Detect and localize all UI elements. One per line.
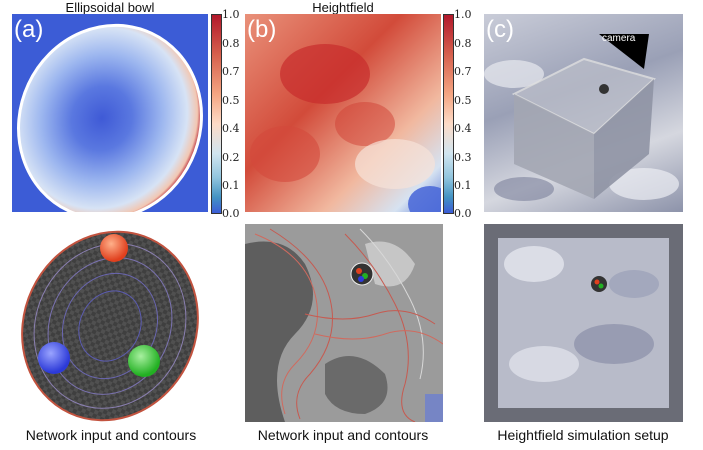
heightfield-network-input [245, 224, 443, 422]
simulation-3d-render: camera (c) [484, 14, 683, 212]
tick-b-6: 0.1 [454, 179, 472, 192]
panel-b-label: (b) [247, 16, 277, 43]
simulation-top-svg [484, 224, 683, 422]
heightfield-contours-svg [245, 224, 443, 422]
tick-b-5: 0.3 [454, 151, 472, 164]
tick-a-5: 0.2 [222, 151, 240, 164]
tick-a-1: 0.8 [222, 37, 240, 50]
green-ball [128, 345, 160, 377]
panel-b-title: Heightfield [312, 0, 374, 15]
tick-a-2: 0.7 [222, 65, 240, 78]
simulation-3d-svg [484, 34, 679, 201]
heightfield-heatmap: (b) [245, 14, 441, 212]
tick-a-4: 0.4 [222, 122, 240, 135]
panel-c-label: (c) [486, 16, 514, 43]
colorbar-a [211, 14, 222, 214]
tick-b-4: 0.4 [454, 122, 472, 135]
red-ball [100, 234, 128, 262]
panel-b-caption: Network input and contours [257, 427, 429, 443]
tick-b-2: 0.7 [454, 65, 472, 78]
bowl-heatmap-svg [17, 23, 203, 212]
tick-b-1: 0.8 [454, 37, 472, 50]
bowl-network-input [12, 228, 208, 424]
ellipsoidal-bowl-heatmap: (a) [12, 14, 208, 212]
colorbar-b [443, 14, 454, 214]
bowl-contours-svg [21, 230, 199, 422]
tick-a-0: 1.0 [222, 8, 240, 21]
tick-a-3: 0.5 [222, 94, 240, 107]
tick-a-7: 0.0 [222, 207, 240, 220]
panel-a-label: (a) [14, 16, 44, 43]
heightfield-heatmap-svg [245, 14, 441, 212]
camera-label: camera [602, 33, 636, 44]
panel-c-caption: Heightfield simulation setup [497, 427, 669, 443]
colorbar-a-ticks: 1.0 0.8 0.7 0.5 0.4 0.2 0.1 0.0 [222, 8, 244, 220]
colorbar-b-ticks: 1.0 0.8 0.7 0.5 0.4 0.3 0.1 0.0 [454, 8, 476, 220]
tick-a-6: 0.1 [222, 179, 240, 192]
panel-a-caption: Network input and contours [25, 427, 197, 443]
tick-b-7: 0.0 [454, 207, 472, 220]
panel-a-title: Ellipsoidal bowl [65, 0, 155, 15]
tick-b-0: 1.0 [454, 8, 472, 21]
blue-ball [38, 342, 70, 374]
simulation-top-view [484, 224, 683, 422]
tick-b-3: 0.5 [454, 94, 472, 107]
